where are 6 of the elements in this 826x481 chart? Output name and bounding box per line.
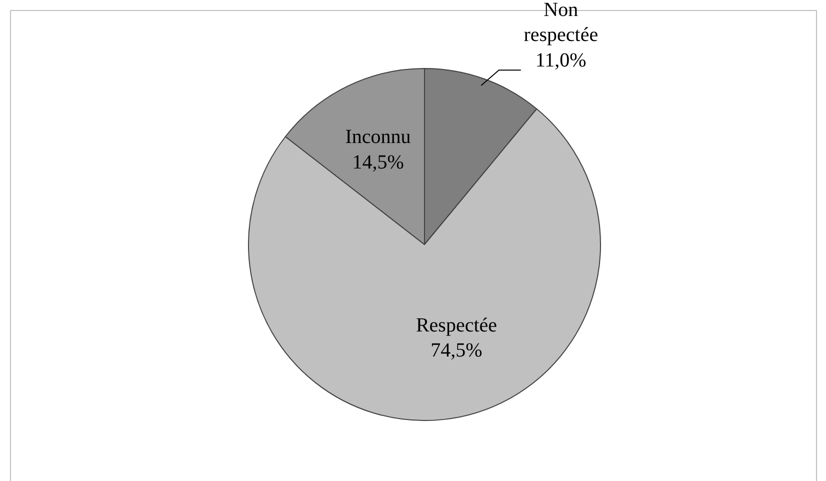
slice-label: Non respectée	[524, 0, 598, 46]
slice-label: Inconnu	[345, 126, 411, 148]
data-label: 14,5%	[352, 151, 404, 174]
data-label: 74,5%	[430, 340, 482, 362]
data-label: 11,0%	[535, 49, 586, 72]
slice-label: Respectée	[416, 314, 498, 336]
